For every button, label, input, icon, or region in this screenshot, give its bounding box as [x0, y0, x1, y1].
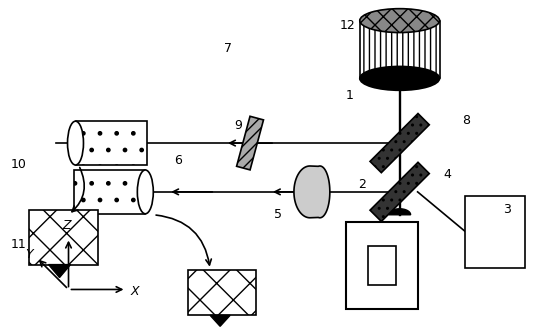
Text: Y: Y [25, 248, 33, 261]
Text: 7: 7 [224, 42, 232, 55]
Text: 12: 12 [340, 19, 356, 32]
Ellipse shape [360, 66, 440, 90]
Text: 6: 6 [174, 154, 182, 167]
Polygon shape [236, 116, 264, 170]
Polygon shape [370, 113, 429, 173]
Bar [368, 246, 396, 285]
Text: 9: 9 [234, 119, 242, 132]
Bar [360, 21, 440, 78]
Polygon shape [210, 315, 230, 326]
Text: 8: 8 [463, 114, 471, 127]
Ellipse shape [68, 121, 84, 165]
Bar [465, 196, 525, 268]
Ellipse shape [360, 9, 440, 32]
Text: 4: 4 [444, 169, 451, 181]
Polygon shape [389, 209, 411, 215]
Bar [73, 170, 145, 214]
Text: Z: Z [62, 219, 71, 232]
Bar [28, 210, 99, 265]
Text: 5: 5 [274, 208, 282, 221]
Polygon shape [294, 166, 330, 218]
Text: 11: 11 [11, 238, 26, 251]
FancyArrowPatch shape [72, 168, 84, 212]
Bar [76, 121, 147, 165]
Bar [346, 222, 418, 309]
Text: 2: 2 [358, 178, 366, 192]
FancyArrowPatch shape [156, 215, 211, 265]
Ellipse shape [137, 170, 153, 214]
Polygon shape [370, 162, 429, 221]
Bar [188, 270, 256, 315]
Text: 3: 3 [503, 203, 511, 216]
Polygon shape [49, 265, 71, 277]
Text: 10: 10 [11, 158, 27, 172]
Text: 1: 1 [346, 89, 354, 102]
Text: X: X [130, 285, 139, 298]
